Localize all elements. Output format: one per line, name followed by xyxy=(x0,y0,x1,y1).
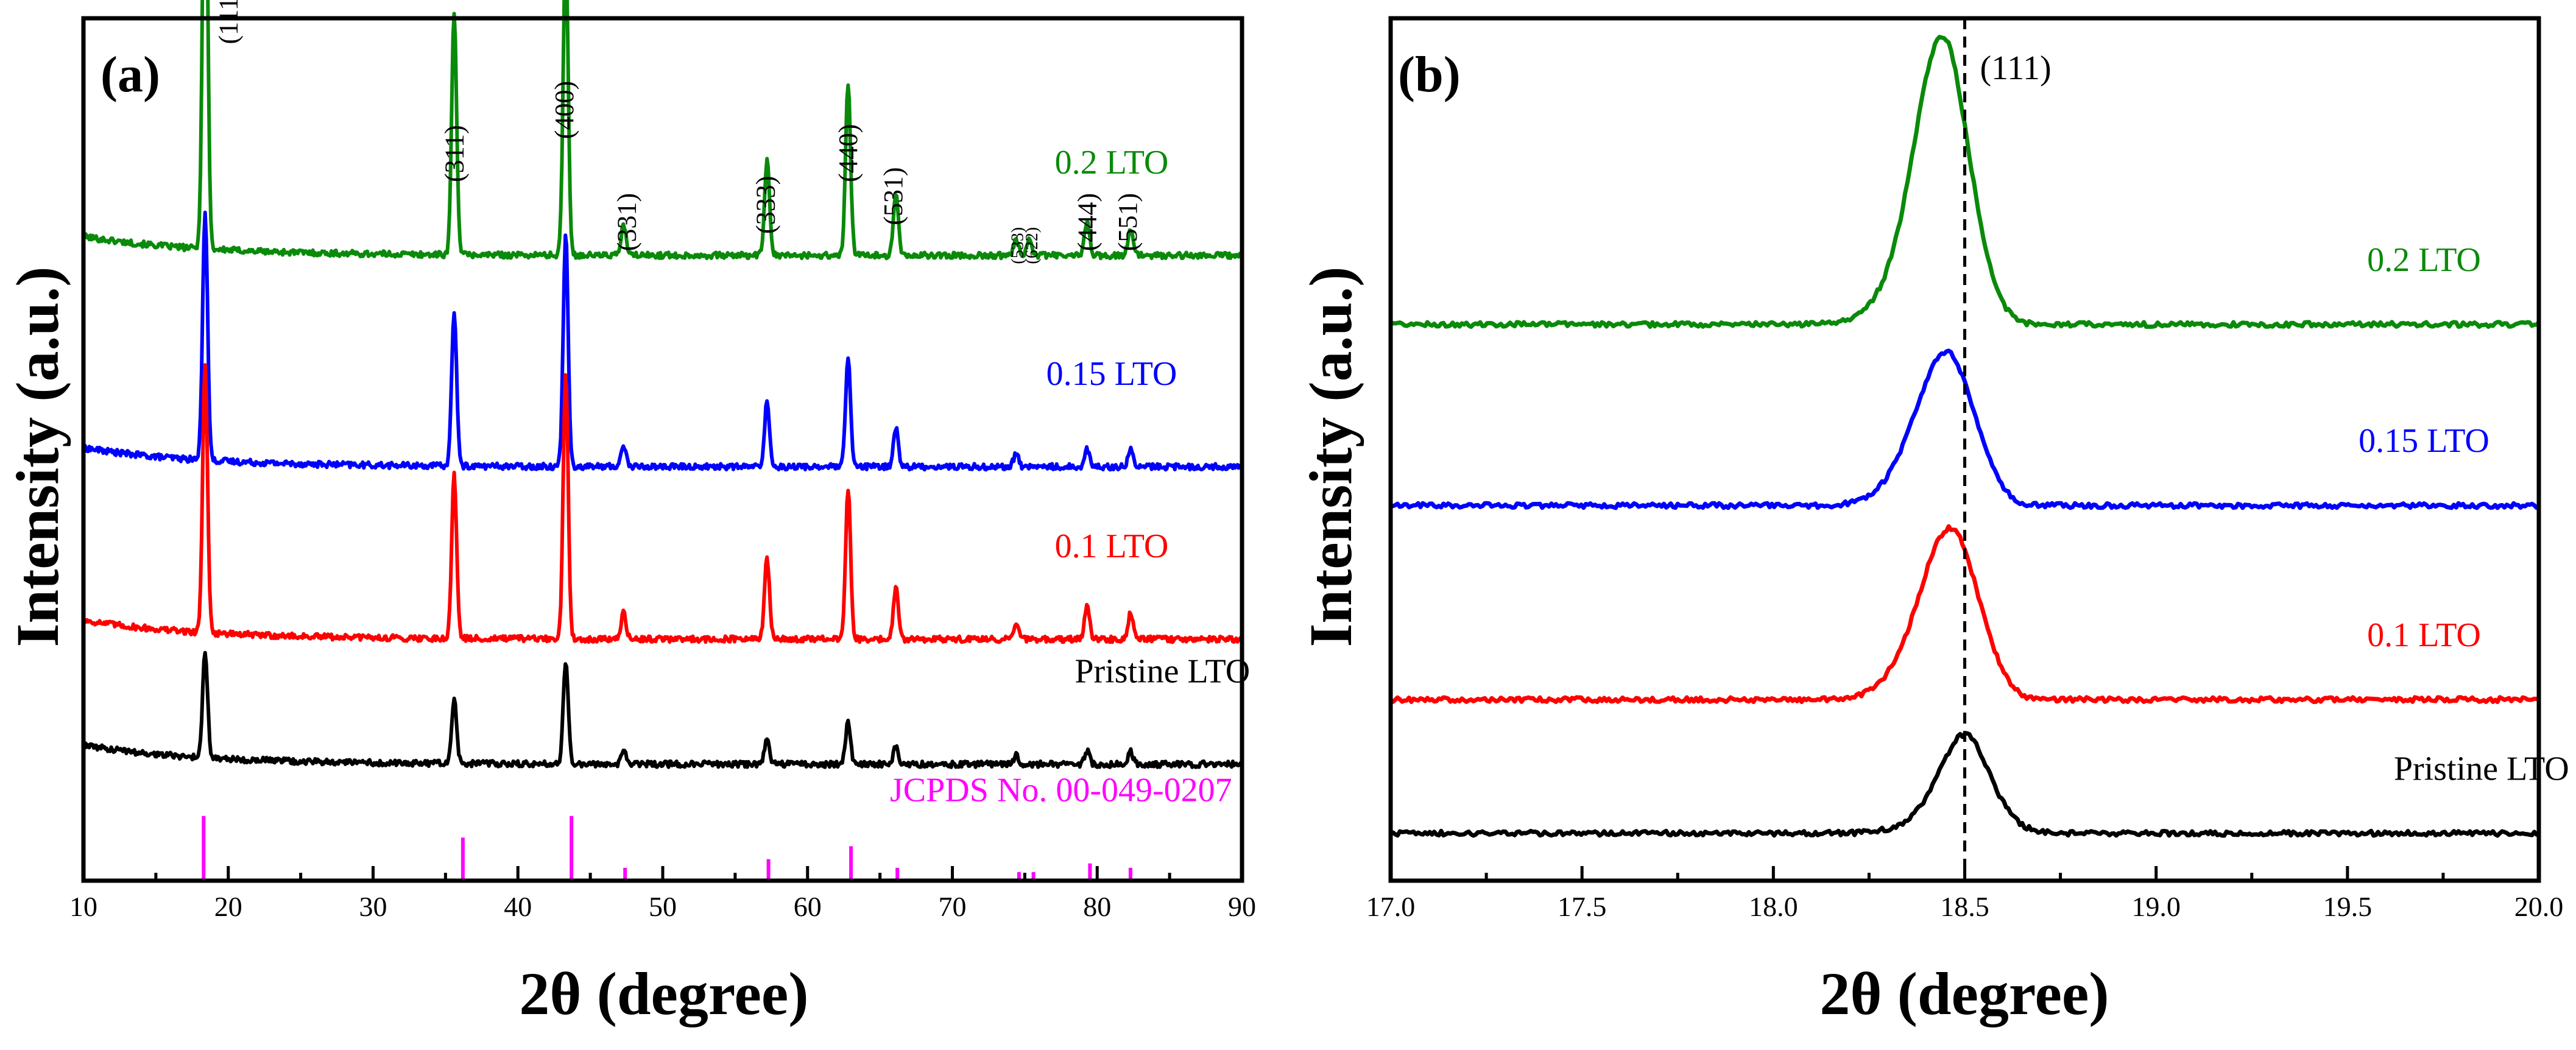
panel-a-xlabel: 2θ (degree) xyxy=(519,960,808,1027)
panel-b-x-tick-label: 17.0 xyxy=(1366,891,1416,922)
panel-b-x-tick-label: 18.0 xyxy=(1749,891,1798,922)
panel-a-peak-label: (331) xyxy=(612,193,641,251)
panel-a-x-tick-label: 40 xyxy=(504,891,532,922)
panel-a-x-tick-label: 20 xyxy=(214,891,242,922)
panel-a: Intensity (a.u.) 2θ (degree) (a) 0.2 LTO… xyxy=(4,0,1256,1027)
panel-b-series-0-15-lto xyxy=(1390,348,2540,510)
panel-b-x-tick-label: 19.5 xyxy=(2323,891,2373,922)
panel-b-series-0-2-lto xyxy=(1389,35,2541,329)
panel-a-series-0-1-lto xyxy=(82,363,1243,644)
panel-a-x-axis: 10 20 30 40 50 60 70 80 90 xyxy=(69,866,1256,922)
panel-a-x-tick-label: 80 xyxy=(1083,891,1111,922)
panel-a-label: (a) xyxy=(101,46,160,103)
panel-b-x-tick-label: 19.0 xyxy=(2131,891,2181,922)
panel-a-peak-label: (440) xyxy=(833,124,863,182)
panel-a-peak-label: (533) xyxy=(1008,227,1027,264)
panel-a-series-label-0-1-lto: 0.1 LTO xyxy=(1055,527,1169,565)
panel-a-series-0-15-lto xyxy=(82,210,1244,472)
panel-b-label: (b) xyxy=(1398,46,1461,103)
panel-a-series-0-2-lto xyxy=(82,0,1244,261)
panel-a-x-tick-label: 90 xyxy=(1228,891,1256,922)
panel-a-peak-label: (551) xyxy=(1113,193,1143,251)
panel-a-plot: 0.2 LTO 0.15 LTO 0.1 LTO Pristine LTO JCPDS … xyxy=(82,0,1250,881)
panel-a-reference-label: JCPDS No. 00-049-0207 xyxy=(890,772,1232,809)
panel-a-x-tick-label: 30 xyxy=(359,891,387,922)
panel-a-peak-label: (333) xyxy=(751,176,781,234)
panel-b-reference-line-label: (111) xyxy=(1980,49,2052,87)
panel-a-peak-label: (622) xyxy=(1023,227,1042,264)
panel-b-ylabel: Intensity (a.u.) xyxy=(1297,266,1364,647)
panel-b-x-tick-label: 20.0 xyxy=(2514,891,2564,922)
panel-a-series-label-0-2-lto: 0.2 LTO xyxy=(1055,144,1169,181)
panel-b-x-tick-label: 17.5 xyxy=(1558,891,1607,922)
panel-b-series-label-0-1-lto: 0.1 LTO xyxy=(2367,616,2481,654)
panel-a-series-pristine-lto xyxy=(82,650,1243,769)
panel-b-plot: 0.2 LTO 0.15 LTO 0.1 LTO Pristine LTO (111) xyxy=(1389,18,2569,881)
panel-a-peak-label: (111) xyxy=(214,0,244,44)
panel-b-x-axis: 17.0 17.5 18.0 18.5 19.0 19.5 20.0 xyxy=(1366,866,2564,922)
panel-a-series-label-0-15-lto: 0.15 LTO xyxy=(1046,355,1177,393)
panel-b-x-tick-label: 18.5 xyxy=(1940,891,1989,922)
panel-a-peak-label: (400) xyxy=(549,81,579,139)
panel-a-ylabel: Intensity (a.u.) xyxy=(4,266,71,647)
panel-a-peak-label: (531) xyxy=(878,167,908,225)
panel-b-xlabel: 2θ (degree) xyxy=(1819,960,2109,1027)
panel-a-x-tick-label: 50 xyxy=(649,891,677,922)
panel-b: Intensity (a.u.) 2θ (degree) (b) 0.2 LTO… xyxy=(1297,16,2569,1027)
panel-a-x-tick-label: 10 xyxy=(69,891,97,922)
panel-a-peak-label: (311) xyxy=(439,125,469,182)
panel-a-peak-label: (444) xyxy=(1072,193,1102,251)
panel-b-series-label-pristine-lto: Pristine LTO xyxy=(2394,750,2569,788)
panel-a-series-label-pristine-lto: Pristine LTO xyxy=(1075,652,1250,690)
panel-b-series-label-0-15-lto: 0.15 LTO xyxy=(2359,422,2490,460)
panel-a-x-tick-label: 60 xyxy=(794,891,822,922)
panel-a-x-tick-label: 70 xyxy=(939,891,967,922)
panel-b-series-label-0-2-lto: 0.2 LTO xyxy=(2367,241,2481,279)
